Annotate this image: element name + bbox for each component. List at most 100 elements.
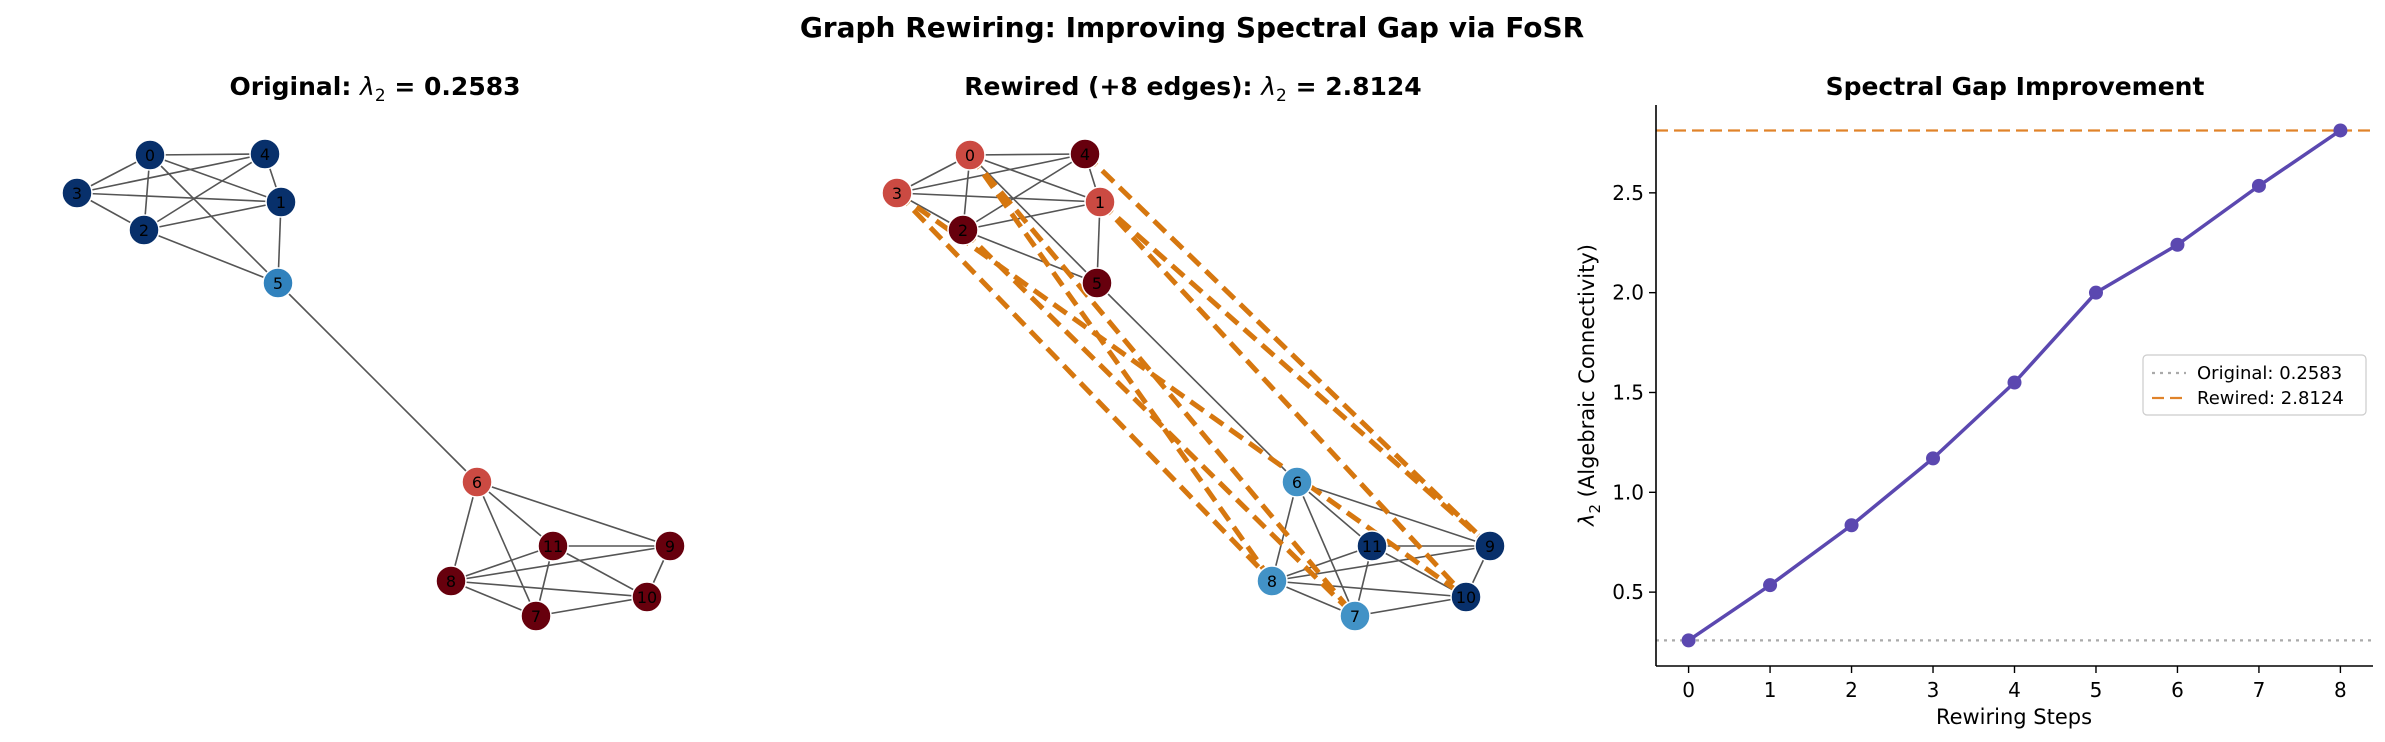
- rewired-edge-2-4: [962, 153, 1086, 231]
- rewired-edge-1-2: [962, 201, 1101, 231]
- x-ticks: 0 1 2 3 4 5 6 7 8: [1682, 666, 2347, 702]
- original-node-2: [128, 214, 160, 246]
- original-node-1: [265, 186, 297, 218]
- rewired-edge-7-10: [1354, 596, 1467, 617]
- rewired-node-1: [1084, 186, 1116, 218]
- x-tick-label-3: 3: [1927, 678, 1940, 702]
- rewired-edge-6-11: [1296, 481, 1373, 547]
- original-node-9: [654, 530, 686, 562]
- rewired-edge-0-1: [969, 154, 1101, 203]
- rewired-node-label-3: 3: [892, 184, 902, 203]
- x-tick-label-4: 4: [2008, 678, 2021, 702]
- original-edge-6-9: [476, 481, 671, 547]
- original-edge-8-10: [450, 580, 648, 598]
- spectral-gap-panel: Spectral Gap Improvement 0 1 2 3 4 5 6 7 8 0.5 1.…: [1575, 72, 2373, 729]
- rewired-node-label-11: 11: [1362, 537, 1382, 556]
- lambda2-point-2: [1844, 518, 1859, 533]
- lambda2-point-5: [2088, 285, 2103, 300]
- original-node-label-2: 2: [139, 221, 149, 240]
- original-node-label-6: 6: [472, 473, 482, 492]
- x-tick-label-8: 8: [2334, 678, 2347, 702]
- original-graph-nodes: 0 1 2 3 4 5 6 7 8 9 10 11: [61, 138, 686, 632]
- original-edge-5-6: [277, 282, 478, 483]
- rewired-edge-2-5: [962, 229, 1098, 284]
- rewired-graph-panel: Rewired (+8 edges): λ2 = 2.8124 0 1 2 3 4 5 6 7…: [881, 72, 1506, 632]
- original-node-4: [249, 138, 281, 170]
- figure-suptitle: Graph Rewiring: Improving Spectral Gap v…: [800, 11, 1584, 44]
- original-node-label-0: 0: [145, 146, 155, 165]
- spectral-gap-title: Spectral Gap Improvement: [1826, 72, 2205, 101]
- rewired-graph-title: Rewired (+8 edges): λ2 = 2.8124: [964, 72, 1421, 106]
- original-edge-8-11: [450, 545, 554, 582]
- rewired-node-label-10: 10: [1456, 588, 1476, 607]
- rewired-node-label-9: 9: [1485, 537, 1495, 556]
- lambda2-point-6: [2170, 237, 2185, 252]
- rewired-edge-6-7: [1296, 481, 1356, 617]
- rewired-graph-nodes: 0 1 2 3 4 5 6 7 8 9 10 11: [881, 138, 1506, 632]
- original-edge-6-8: [450, 481, 478, 582]
- original-node-7: [520, 600, 552, 632]
- rewired-added-edge-4-9: [1083, 152, 1492, 548]
- original-node-label-8: 8: [446, 572, 456, 591]
- original-node-label-5: 5: [273, 274, 283, 293]
- original-node-3: [61, 177, 93, 209]
- original-node-11: [537, 530, 569, 562]
- rewired-added-edge-0-8: [967, 153, 1275, 583]
- rewired-added-edge-3-8: [895, 191, 1274, 583]
- x-tick-label-5: 5: [2090, 678, 2103, 702]
- rewired-node-label-2: 2: [958, 221, 968, 240]
- original-edge-1-3: [76, 192, 282, 203]
- rewired-node-label-1: 1: [1095, 193, 1105, 212]
- rewired-graph-added-edges: [895, 152, 1492, 618]
- rewired-node-11: [1356, 530, 1388, 562]
- original-edge-3-4: [76, 153, 266, 194]
- original-graph-title: Original: λ2 = 0.2583: [229, 72, 520, 106]
- rewired-node-label-0: 0: [965, 146, 975, 165]
- legend-label-rewired: Rewired: 2.8124: [2197, 388, 2344, 409]
- rewired-node-label-4: 4: [1080, 145, 1090, 164]
- original-node-label-7: 7: [531, 607, 541, 626]
- rewired-graph-edges: [896, 153, 1491, 617]
- original-node-6: [461, 466, 493, 498]
- original-node-label-9: 9: [665, 537, 675, 556]
- rewired-node-7: [1339, 600, 1371, 632]
- rewired-node-label-6: 6: [1292, 473, 1302, 492]
- x-tick-label-6: 6: [2171, 678, 2184, 702]
- rewired-node-2: [947, 214, 979, 246]
- y-tick-label-0.5: 0.5: [1612, 580, 1644, 604]
- original-edge-2-4: [143, 153, 266, 231]
- rewired-node-5: [1081, 267, 1113, 299]
- lambda2-series: [1681, 123, 2348, 648]
- original-edge-7-10: [535, 596, 648, 617]
- original-graph-panel: Original: λ2 = 0.2583 0 1 2 3 4 5 6 7 8 9 10 11: [61, 72, 686, 632]
- rewired-edge-0-5: [969, 154, 1098, 284]
- rewired-node-9: [1474, 530, 1506, 562]
- rewired-node-10: [1450, 581, 1482, 613]
- rewired-edge-0-4: [969, 153, 1086, 156]
- original-node-label-3: 3: [72, 184, 82, 203]
- original-edge-6-7: [476, 481, 537, 617]
- rewired-added-edge-1-9: [1098, 200, 1492, 548]
- original-node-label-11: 11: [543, 537, 563, 556]
- original-node-label-10: 10: [637, 588, 657, 607]
- original-edge-8-9: [450, 545, 671, 582]
- y-tick-label-2.5: 2.5: [1612, 181, 1644, 205]
- rewired-added-edge-3-10: [895, 190, 1468, 600]
- original-edge-6-11: [476, 481, 554, 547]
- y-ticks: 0.5 1.0 1.5 2.0 2.5: [1612, 181, 1656, 604]
- x-tick-label-1: 1: [1764, 678, 1777, 702]
- lambda2-point-0: [1681, 633, 1696, 648]
- rewired-edge-8-10: [1271, 580, 1467, 598]
- rewired-node-3: [881, 177, 913, 209]
- rewired-edge-6-9: [1296, 481, 1491, 547]
- y-axis-label: λ2 (Algebraic Connectivity): [1575, 244, 1604, 527]
- lambda2-point-8: [2333, 123, 2348, 138]
- rewired-node-label-8: 8: [1267, 572, 1277, 591]
- rewired-node-label-5: 5: [1092, 274, 1102, 293]
- original-edge-2-5: [143, 229, 279, 284]
- reference-lines: [1656, 129, 2373, 642]
- lambda2-point-4: [2007, 375, 2022, 390]
- rewired-node-0: [954, 139, 986, 171]
- original-node-0: [134, 139, 166, 171]
